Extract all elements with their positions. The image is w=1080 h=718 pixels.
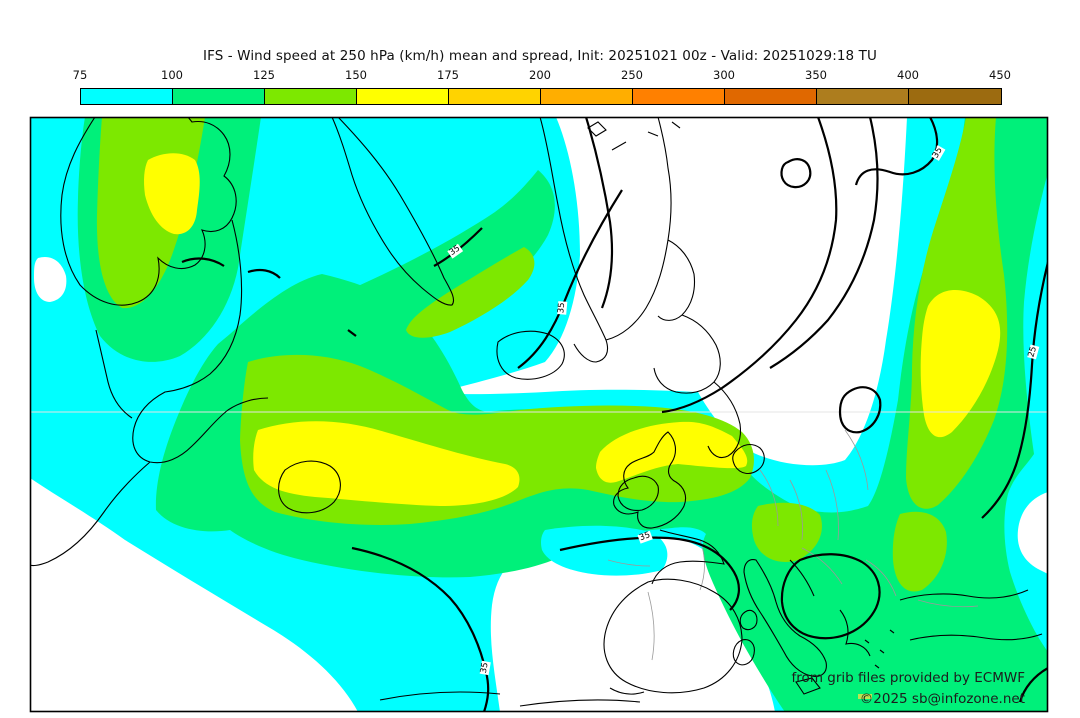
yellow-core-east (920, 290, 1001, 438)
contour-corner-southeast (1018, 667, 1048, 703)
coastline-hudson-bay (60, 117, 237, 306)
map-frame (29, 116, 1049, 713)
colorbar-segment (725, 89, 817, 104)
attribution-ecmwf: from grib files provided by ECMWF (791, 670, 1025, 686)
chartreuse-streak-norwegian-sea (406, 247, 535, 338)
contour-35-northeast (854, 117, 939, 186)
colorbar-segment (265, 89, 357, 104)
yellow-core-atlantic (253, 421, 520, 506)
colorbar-tick-label: 175 (437, 68, 459, 82)
coastline-nova-scotia (30, 461, 151, 567)
contour-35-norwegian-sea (517, 189, 623, 369)
colorbar-segment (633, 89, 725, 104)
yellow-core-northwest (144, 153, 200, 235)
coastline-bothnia (657, 239, 696, 321)
coastline-france (651, 529, 725, 585)
colorbar-tick-label: 400 (897, 68, 919, 82)
contour-hudson-a (181, 257, 225, 267)
chartreuse-patch-central-europe (751, 502, 822, 562)
colorbar-segment (909, 89, 1001, 104)
coastline-corsica (739, 609, 758, 631)
coastline-sardinia (732, 639, 755, 666)
coastline-baltic-south (707, 381, 742, 459)
contour-scandinavia-sweep-a (661, 117, 838, 414)
contour-35-south (351, 546, 490, 712)
contour-loop-baltic-east (838, 386, 882, 434)
yellow-dash-artifact (858, 694, 872, 699)
colorbar-tick-label: 100 (161, 68, 183, 82)
white-region-right-edge (1017, 492, 1048, 574)
coastline-sicily (795, 677, 821, 695)
coastline-labrador (132, 219, 269, 464)
white-region-small-left (34, 256, 67, 302)
coastline-greenland (331, 117, 455, 306)
coastline-greece (839, 609, 895, 669)
yellow-core-british-isles (596, 421, 748, 483)
coastlines (30, 117, 1043, 707)
colorbar-tick-label: 125 (253, 68, 275, 82)
colorbar-tick-label: 450 (989, 68, 1011, 82)
thick-contours (181, 117, 1048, 712)
attribution-copyright: ©2025 sb@infozone.net (859, 691, 1025, 707)
page-title: IFS - Wind speed at 250 hPa (km/h) mean … (203, 48, 877, 64)
colorbar-tick-label: 200 (529, 68, 551, 82)
chartreuse-patch-balkans (892, 511, 947, 592)
colorbar (80, 88, 1002, 105)
coastline-newfoundland (278, 460, 341, 514)
colorbar-segment (173, 89, 265, 104)
coastline-north-africa (379, 687, 645, 707)
contour-loop-norway-small (780, 158, 812, 189)
colorbar-segment (449, 89, 541, 104)
white-region-southwest-atlantic (30, 478, 358, 712)
coastline-ireland (617, 475, 659, 511)
contour-35-channel (559, 536, 740, 611)
contour-loop-aegean (780, 553, 881, 640)
colorbar-segment (541, 89, 633, 104)
coastline-italy (743, 559, 827, 677)
colorbar-segment (817, 89, 909, 104)
colorbar-tick-label: 350 (805, 68, 827, 82)
colorbar-segment (357, 89, 449, 104)
coastline-iceland (496, 330, 565, 380)
colorbar-tick-label: 250 (621, 68, 643, 82)
contour-scandinavia-sweep-b (769, 117, 879, 369)
coastline-iberia (603, 578, 743, 694)
white-region-iberia (490, 535, 775, 712)
colorbar-tick-label: 300 (713, 68, 735, 82)
colorbar-tick-label: 150 (345, 68, 367, 82)
coastline-turkey (909, 633, 1043, 641)
contour-25-east (981, 261, 1048, 519)
colorbar-ticks: 75 100 125 150 175 200 250 300 350 400 450 (0, 68, 1080, 82)
coastline-us (95, 329, 133, 419)
coastline-arctic-islands (587, 121, 681, 151)
coastline-norway (539, 117, 609, 363)
colorbar-segment (81, 89, 173, 104)
coastline-uk (613, 431, 687, 529)
coastline-denmark (732, 443, 765, 475)
coastline-black-sea (899, 589, 1029, 601)
contour-hudson-b (247, 268, 357, 337)
contour-norway-coast (584, 117, 614, 309)
colorbar-tick-label: 75 (72, 68, 88, 82)
coastline-adriatic (789, 559, 815, 597)
white-region-scandinavia (437, 117, 907, 466)
